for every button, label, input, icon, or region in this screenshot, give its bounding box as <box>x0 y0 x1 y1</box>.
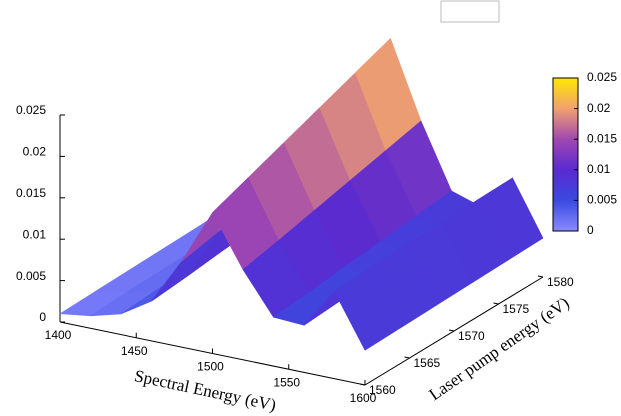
x-tick-label: 1400 <box>45 328 72 342</box>
z-tick-label: 0.02 <box>23 145 47 159</box>
x-tick-label: 1500 <box>197 360 224 374</box>
z-tick-label: 0.015 <box>16 186 46 200</box>
y-tick-label: 1580 <box>547 275 574 289</box>
legend-box <box>440 0 500 23</box>
x-tick-label: 1550 <box>273 375 300 389</box>
y-tick <box>359 383 366 386</box>
colorbar-tick-label: 0.015 <box>587 131 617 145</box>
colorbar <box>552 77 579 232</box>
y-tick <box>493 302 499 305</box>
colorbar-tick-label: 0.01 <box>587 162 611 176</box>
z-tick-label: 0.01 <box>23 227 47 241</box>
colorbar-tick-label: 0.025 <box>587 70 617 84</box>
colorbar-tick-label: 0 <box>587 223 594 237</box>
colorbar-tick-label: 0.005 <box>587 193 617 207</box>
z-tick-label: 0 <box>39 310 46 324</box>
y-tick <box>404 356 410 359</box>
y-tick-label: 1570 <box>458 329 485 343</box>
x-tick-label: 1600 <box>350 391 377 405</box>
y-tick <box>448 329 455 332</box>
y-tick-label: 1575 <box>503 302 530 316</box>
x-tick-label: 1450 <box>121 344 148 358</box>
y-axis-title: Laser pump energy (eV) <box>426 293 573 404</box>
colorbar-tick-label: 0.02 <box>587 101 611 115</box>
y-tick-label: 1560 <box>369 383 396 397</box>
surface-patch <box>334 268 401 351</box>
y-tick <box>537 275 544 278</box>
z-tick-label: 0.025 <box>16 103 46 117</box>
z-tick-label: 0.005 <box>16 269 46 283</box>
y-tick-label: 1565 <box>414 356 441 370</box>
